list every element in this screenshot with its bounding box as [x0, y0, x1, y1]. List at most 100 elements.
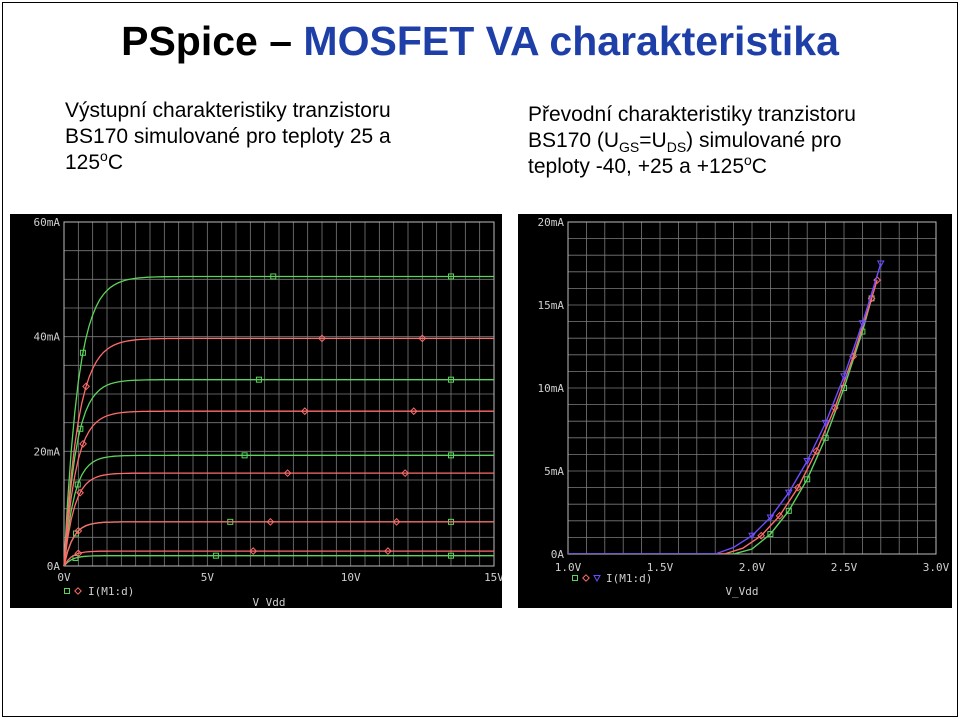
y-tick-label: 20mA — [538, 216, 565, 229]
green-curve-1 — [63, 379, 494, 567]
red-marker — [74, 526, 83, 535]
y-tick-label: 5mA — [544, 465, 564, 478]
x-tick-label: 10V — [341, 571, 361, 584]
purple-marker — [748, 532, 756, 540]
curves — [568, 260, 885, 554]
x-tick-label: 3.0V — [923, 561, 950, 574]
red-marker — [409, 407, 418, 416]
left-caption-line2: BS170 simulované pro teploty 25 a — [65, 125, 391, 148]
purple-marker — [840, 373, 848, 381]
x-axis-label: V_Vdd — [725, 585, 758, 598]
green-marker — [72, 555, 79, 562]
red-marker — [794, 483, 802, 492]
red-marker — [401, 469, 410, 478]
green-curve-2 — [63, 454, 494, 567]
green-marker — [255, 376, 262, 383]
x-tick-label: 0V — [57, 571, 71, 584]
purple-marker — [821, 419, 830, 427]
grid — [567, 221, 937, 555]
green-marker — [785, 507, 792, 514]
red-marker — [418, 334, 427, 343]
title-prefix: PSpice – — [121, 18, 304, 64]
right-caption-line2: BS170 (UGS=UDS) simulované pro — [528, 128, 948, 154]
purple-marker — [766, 514, 775, 522]
red-marker — [283, 469, 292, 478]
x-tick-label: 2.5V — [831, 561, 858, 574]
y-tick-label: 15mA — [538, 299, 565, 312]
green-curve-0 — [63, 275, 494, 567]
x-tick-label: 15V — [484, 571, 502, 584]
red-marker — [266, 517, 275, 526]
red-marker — [873, 276, 882, 285]
right-caption-line3: teploty -40, +25 a +125oC — [528, 152, 948, 180]
x-tick-label: 1.0V — [555, 561, 582, 574]
red-marker — [392, 517, 401, 526]
red-marker — [76, 488, 84, 497]
legend-square-marker — [572, 575, 578, 581]
slide-title: PSpice – MOSFET VA charakteristika — [0, 18, 960, 65]
y-tick-label: 0A — [551, 548, 565, 561]
x-tick-label: 5V — [201, 571, 215, 584]
output-characteristics-chart: 0A 20mA 40mA 60mA 0V 5V 10V 15V I(M1:d) V_Vdd — [10, 214, 502, 608]
left-caption-temp: 125 — [65, 151, 101, 174]
y-tick-label: 20mA — [34, 445, 61, 458]
red-marker — [82, 382, 90, 391]
green-marker — [767, 531, 774, 538]
left-caption-line1: Výstupní charakteristiky tranzistoru — [65, 99, 391, 122]
left-caption-line3: 125oC — [65, 148, 465, 176]
red-curve-2 — [63, 472, 494, 567]
red-marker — [318, 334, 326, 343]
red-marker — [775, 511, 784, 520]
rc-degree-sup: o — [744, 152, 752, 168]
red-curve-1 — [63, 410, 494, 567]
green-marker — [448, 552, 454, 559]
purple-curve — [568, 263, 882, 554]
red-marker — [249, 547, 258, 556]
green-marker — [804, 476, 811, 483]
y-tick-label: 60mA — [34, 216, 61, 229]
right-caption-line1: Převodní charakteristiky tranzistoru — [528, 103, 856, 126]
x-tick-label: 2.0V — [739, 561, 766, 574]
green-marker — [212, 552, 219, 559]
purple-marker — [876, 260, 885, 268]
legend-label: I(M1:d) — [88, 585, 134, 598]
green-marker — [79, 349, 86, 356]
purple-marker — [784, 489, 793, 497]
rc-sub-gs: GS — [619, 139, 640, 156]
red-curve — [568, 279, 878, 554]
red-marker — [757, 531, 766, 540]
y-tick-label: 0A — [47, 560, 61, 573]
green-marker — [822, 434, 829, 441]
legend-diamond-marker — [74, 587, 82, 595]
degree-sup: o — [100, 148, 108, 164]
rc-unit: C — [751, 155, 767, 178]
x-tick-label: 1.5V — [647, 561, 674, 574]
y-tick-label: 40mA — [34, 331, 61, 344]
plot-frame — [63, 221, 495, 567]
green-marker — [270, 273, 277, 280]
transfer-characteristics-chart: 0A 5mA 10mA 15mA 20mA 1.0V 1.5V 2.0V 2.5V 3.0V I(M… — [518, 214, 952, 608]
legend-triangle-marker — [593, 575, 601, 583]
rc-temps: teploty -40, +25 a +125 — [528, 155, 744, 178]
purple-marker — [803, 458, 812, 466]
green-marker — [241, 452, 248, 459]
left-caption-unit: C — [107, 151, 124, 174]
right-caption: Převodní charakteristiky tranzistoru BS1… — [528, 102, 948, 180]
green-marker — [448, 273, 454, 280]
rc-part-b: =U — [639, 129, 667, 152]
y-tick-label: 10mA — [538, 382, 565, 395]
legend-diamond-marker — [582, 574, 590, 582]
curves — [63, 273, 494, 567]
purple-marker — [858, 320, 867, 328]
plot-frame — [567, 221, 937, 555]
title-main: MOSFET VA charakteristika — [303, 18, 839, 64]
red-curve-4 — [63, 550, 494, 567]
red-curve-0 — [63, 337, 494, 567]
red-marker — [384, 547, 392, 556]
red-marker — [300, 407, 309, 416]
plot-background — [518, 214, 952, 608]
legend-label: I(M1:d) — [606, 572, 652, 585]
green-marker — [448, 452, 454, 459]
red-marker — [79, 439, 87, 448]
